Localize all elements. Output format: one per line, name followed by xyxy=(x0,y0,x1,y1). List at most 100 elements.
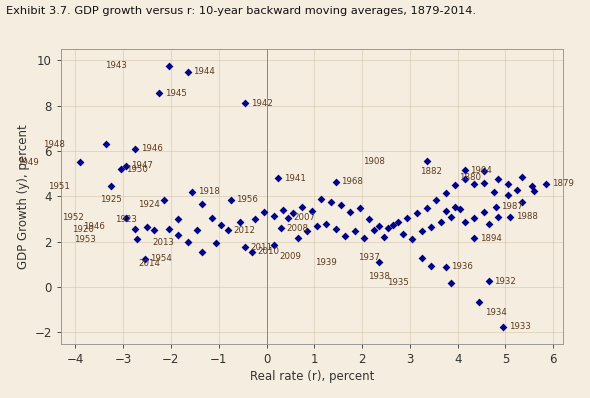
Text: 1904: 1904 xyxy=(470,166,492,175)
Text: 1948: 1948 xyxy=(43,140,65,148)
Point xyxy=(388,222,398,228)
Point xyxy=(121,162,130,169)
Text: 1918: 1918 xyxy=(198,187,220,196)
Point xyxy=(503,192,513,198)
Point xyxy=(489,189,498,195)
Text: 2007: 2007 xyxy=(294,213,316,222)
Point xyxy=(527,183,536,189)
Point xyxy=(116,166,126,172)
Point xyxy=(412,210,422,217)
Point xyxy=(240,100,250,107)
Text: 1932: 1932 xyxy=(494,277,516,286)
Point xyxy=(398,230,408,237)
Text: 1951: 1951 xyxy=(48,181,70,191)
Point xyxy=(140,256,149,262)
Point xyxy=(101,141,111,147)
Point xyxy=(106,183,116,189)
Point xyxy=(470,181,479,187)
Point xyxy=(224,227,233,234)
Point xyxy=(142,224,152,230)
Point xyxy=(446,279,455,286)
Point xyxy=(379,234,388,240)
Point xyxy=(479,168,489,175)
Point xyxy=(173,216,183,222)
Point xyxy=(331,226,340,232)
Point xyxy=(345,209,355,215)
Point xyxy=(417,254,427,261)
Point xyxy=(374,222,384,229)
Point xyxy=(403,215,412,221)
Point xyxy=(542,181,551,187)
Point xyxy=(451,203,460,210)
Point xyxy=(436,219,445,226)
Point xyxy=(260,209,269,215)
Point xyxy=(192,227,202,234)
Point xyxy=(217,222,226,228)
Text: 2009: 2009 xyxy=(279,252,301,261)
Point xyxy=(474,298,484,305)
Point xyxy=(506,214,515,220)
Point xyxy=(360,235,369,242)
Point xyxy=(441,208,450,214)
Point xyxy=(297,203,307,210)
Point xyxy=(517,199,527,205)
Point xyxy=(431,197,441,203)
Text: 1944: 1944 xyxy=(193,67,215,76)
Point xyxy=(173,232,183,238)
Text: 1880: 1880 xyxy=(458,172,480,181)
Point xyxy=(183,238,192,245)
Text: 1908: 1908 xyxy=(363,157,385,166)
Text: 1920: 1920 xyxy=(71,225,93,234)
Point xyxy=(226,197,235,203)
Point xyxy=(121,215,130,221)
Point xyxy=(212,240,221,246)
Point xyxy=(427,262,436,269)
Text: 2014: 2014 xyxy=(138,259,160,267)
Point xyxy=(197,249,206,255)
Text: 1925: 1925 xyxy=(100,195,122,204)
Text: 1879: 1879 xyxy=(552,179,573,188)
Point xyxy=(513,186,522,193)
Point xyxy=(188,189,197,195)
Point xyxy=(307,208,317,214)
Text: 1953: 1953 xyxy=(74,235,96,244)
Point xyxy=(484,278,493,285)
Point xyxy=(197,201,206,207)
Point xyxy=(250,216,259,222)
Point xyxy=(183,68,192,75)
Point xyxy=(159,197,169,203)
Point xyxy=(331,178,340,185)
Point xyxy=(479,209,489,215)
Point xyxy=(130,146,140,152)
Text: 1946: 1946 xyxy=(83,222,106,232)
Point xyxy=(441,190,450,196)
Point xyxy=(441,263,450,270)
Point xyxy=(494,214,503,220)
Point xyxy=(326,199,336,205)
Text: 1936: 1936 xyxy=(451,262,473,271)
Point xyxy=(274,175,283,181)
Text: 1935: 1935 xyxy=(387,278,409,287)
Point xyxy=(393,219,402,226)
Point xyxy=(76,159,85,166)
Point xyxy=(529,187,539,194)
Text: 1923: 1923 xyxy=(114,215,136,224)
Point xyxy=(369,227,379,234)
Text: 1938: 1938 xyxy=(368,272,390,281)
Text: 1988: 1988 xyxy=(516,212,537,221)
Point xyxy=(484,220,493,227)
Point xyxy=(269,242,278,248)
Point xyxy=(164,226,173,232)
Point xyxy=(355,205,365,211)
Text: 1943: 1943 xyxy=(105,61,127,70)
Point xyxy=(336,202,345,209)
Text: 2012: 2012 xyxy=(234,226,256,235)
Text: 1949: 1949 xyxy=(17,158,38,167)
Point xyxy=(164,62,173,69)
Text: 1947: 1947 xyxy=(131,161,153,170)
Point xyxy=(408,236,417,243)
Point xyxy=(240,244,250,251)
Point xyxy=(207,215,217,221)
Point xyxy=(317,195,326,202)
Point xyxy=(494,176,503,183)
